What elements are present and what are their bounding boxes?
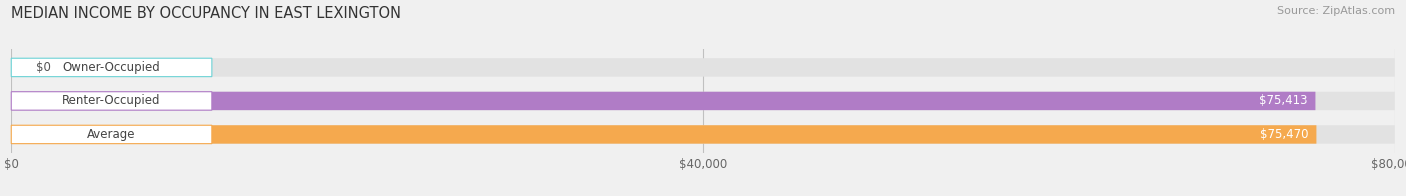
Text: $0: $0	[37, 61, 51, 74]
FancyBboxPatch shape	[11, 58, 1395, 77]
Text: $75,470: $75,470	[1260, 128, 1308, 141]
Text: $75,413: $75,413	[1258, 94, 1308, 107]
FancyBboxPatch shape	[11, 92, 1316, 110]
FancyBboxPatch shape	[11, 125, 1316, 144]
Text: Source: ZipAtlas.com: Source: ZipAtlas.com	[1277, 6, 1395, 16]
FancyBboxPatch shape	[11, 125, 212, 144]
Text: Average: Average	[87, 128, 136, 141]
Text: MEDIAN INCOME BY OCCUPANCY IN EAST LEXINGTON: MEDIAN INCOME BY OCCUPANCY IN EAST LEXIN…	[11, 6, 401, 21]
FancyBboxPatch shape	[11, 125, 1395, 144]
FancyBboxPatch shape	[11, 58, 28, 77]
Text: Renter-Occupied: Renter-Occupied	[62, 94, 160, 107]
FancyBboxPatch shape	[11, 58, 212, 77]
Text: Owner-Occupied: Owner-Occupied	[63, 61, 160, 74]
FancyBboxPatch shape	[11, 92, 212, 110]
FancyBboxPatch shape	[11, 92, 1395, 110]
